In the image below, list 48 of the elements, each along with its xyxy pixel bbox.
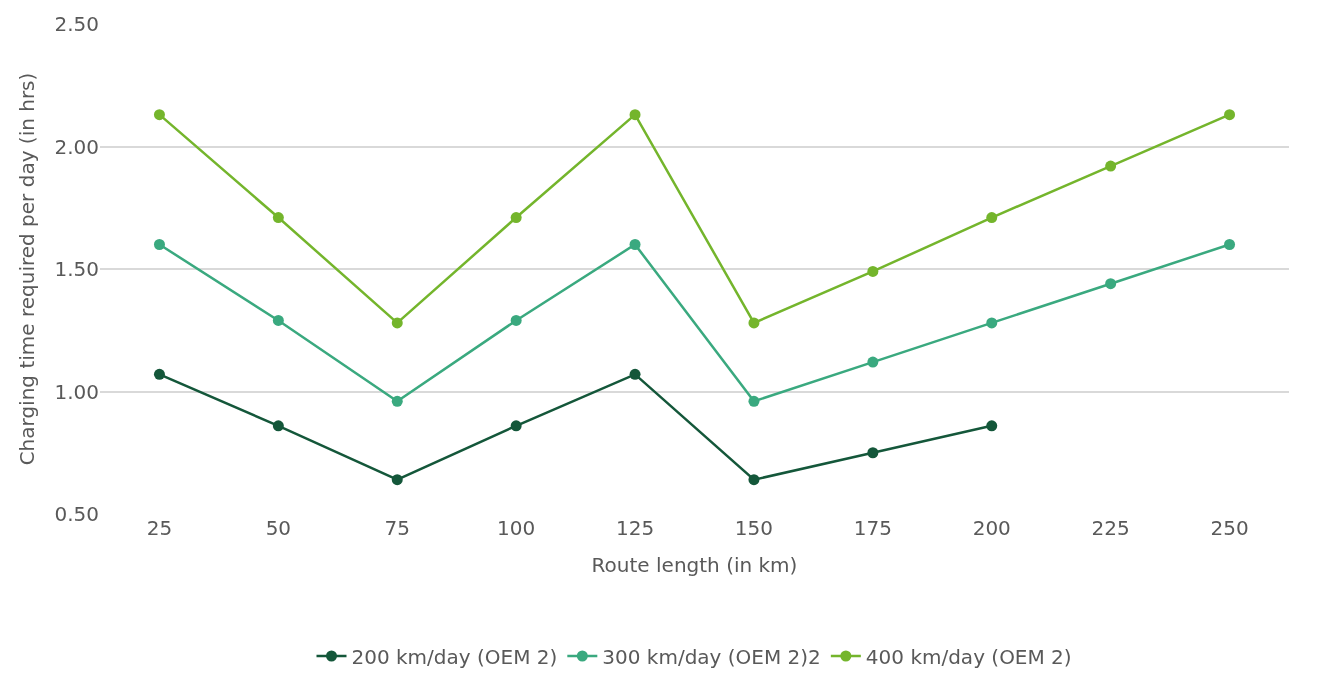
point: [272, 420, 284, 432]
x-tick-label: 25: [146, 516, 173, 540]
point: [629, 368, 641, 380]
point: [1224, 109, 1236, 121]
x-tick-label: 200: [972, 516, 1011, 540]
point: [867, 447, 879, 459]
x-axis-title: Route length (in km): [591, 552, 798, 577]
legend-label: 400 km/day (OEM 2): [865, 644, 1072, 669]
point: [867, 265, 879, 277]
x-tick-label: 50: [265, 516, 292, 540]
y-tick-label: 1.00: [54, 379, 99, 404]
legend-label: 300 km/day (OEM 2)2: [602, 644, 821, 669]
point: [510, 314, 522, 326]
point: [391, 474, 403, 486]
y-tick-label: 2.50: [54, 12, 99, 36]
x-tick-label: 75: [384, 516, 410, 540]
y-tick-label: 2.00: [54, 134, 99, 159]
point: [629, 239, 641, 250]
point: [1105, 278, 1117, 290]
point: [391, 317, 403, 329]
point: [748, 474, 760, 486]
x-tick-label: 100: [497, 516, 536, 540]
point: [986, 212, 998, 224]
point: [510, 420, 522, 432]
point: [272, 212, 284, 224]
x-tick-label: 250: [1210, 516, 1249, 540]
point: [153, 109, 165, 121]
point: [391, 395, 403, 407]
point: [986, 317, 998, 329]
x-tick-label: 150: [734, 516, 774, 540]
y-tick-label: 0.50: [54, 502, 99, 526]
point: [986, 420, 998, 432]
point: [272, 314, 284, 326]
point: [1224, 239, 1236, 250]
point: [629, 109, 641, 121]
point: [153, 239, 165, 250]
point: [867, 356, 879, 368]
point: [153, 368, 165, 380]
point: [1105, 160, 1117, 172]
y-axis-title: Charging time required per day (in hrs): [14, 72, 39, 466]
point: [510, 212, 522, 224]
point: [748, 395, 760, 407]
x-tick-label: 225: [1091, 516, 1130, 540]
x-tick-label: 175: [853, 516, 892, 540]
x-tick-label: 125: [615, 516, 655, 540]
legend-label: 200 km/day (OEM 2): [351, 644, 558, 669]
y-tick-label: 1.50: [54, 257, 99, 281]
point: [748, 317, 760, 329]
